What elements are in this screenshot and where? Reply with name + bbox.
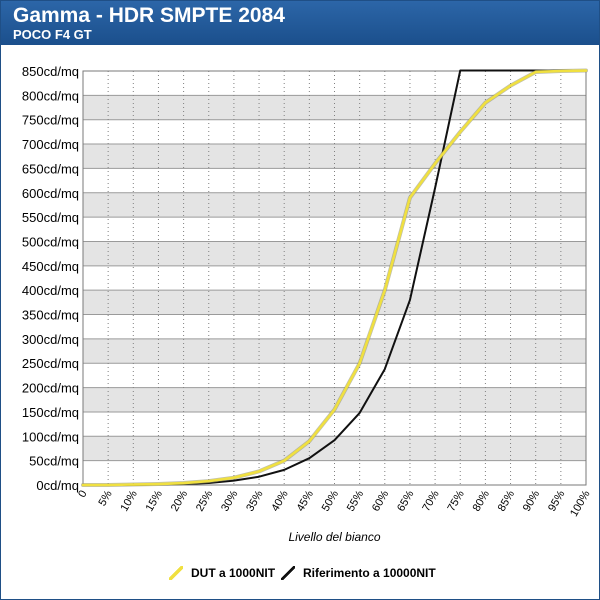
x-tick-label: 40% [269, 488, 291, 513]
legend-label-dut: DUT a 1000NIT [191, 566, 276, 580]
x-tick-label: 35% [244, 488, 266, 513]
x-tick-label: 15% [144, 488, 166, 513]
grid-band [83, 144, 586, 169]
grid-band [83, 168, 586, 193]
x-tick-label: 55% [345, 488, 367, 513]
grid-band [83, 314, 586, 339]
x-axis-label: Livello del bianco [288, 530, 380, 544]
x-tick-label: 95% [546, 488, 568, 513]
plot-area-border [82, 70, 587, 486]
y-tick-label: 400cd/mq [22, 283, 79, 298]
legend-label-reference: Riferimento a 10000NIT [303, 566, 436, 580]
y-tick-label: 700cd/mq [22, 137, 79, 152]
grid-band [83, 217, 586, 242]
grid-band [83, 192, 586, 218]
chart-subtitle: POCO F4 GT [13, 27, 92, 42]
x-tick-label: 45% [295, 488, 317, 513]
grid-band [83, 460, 586, 485]
grid-band [83, 241, 586, 266]
x-tick-label: 50% [320, 488, 342, 513]
line-chart: 0cd/mq 50cd/mq 100cd/mq 150cd/mq 200cd/mq 250… [22, 64, 593, 544]
chart-legend: DUT a 1000NIT Riferimento a 10000NIT [1, 561, 599, 585]
y-tick-label: 500cd/mq [22, 234, 79, 249]
legend-swatch-dut [169, 566, 183, 580]
y-tick-label: 200cd/mq [22, 381, 79, 396]
x-tick-label: 70% [420, 488, 442, 513]
y-tick-label: 550cd/mq [22, 210, 79, 225]
y-tick-label: 150cd/mq [22, 405, 79, 420]
chart-header: Gamma - HDR SMPTE 2084 POCO F4 GT [1, 1, 599, 45]
x-tick-label: 90% [521, 488, 543, 513]
legend-item-dut: DUT a 1000NIT [169, 561, 275, 585]
x-tick-label: 10% [118, 488, 140, 513]
x-tick-label: 25% [194, 488, 216, 513]
y-tick-label: 650cd/mq [22, 161, 79, 176]
x-tick-label: 30% [219, 488, 241, 513]
chart-title: Gamma - HDR SMPTE 2084 [13, 4, 285, 27]
y-tick-label: 300cd/mq [22, 332, 79, 347]
grid-band [83, 265, 586, 291]
x-tick-label: 85% [496, 488, 518, 513]
x-tick-label: 20% [169, 488, 191, 513]
grid-band [83, 290, 586, 315]
x-tick-label: 65% [395, 488, 417, 513]
x-tick-label: 100% [568, 488, 593, 519]
x-tick-label: 80% [471, 488, 493, 513]
y-tick-label: 350cd/mq [22, 308, 79, 323]
y-tick-label: 750cd/mq [22, 113, 79, 128]
x-tick-label: 75% [445, 488, 467, 513]
y-tick-label: 50cd/mq [29, 454, 79, 469]
legend-item-reference: Riferimento a 10000NIT [281, 561, 436, 585]
y-tick-label: 100cd/mq [22, 429, 79, 444]
y-tick-label: 850cd/mq [22, 64, 79, 79]
y-tick-label: 800cd/mq [22, 88, 79, 103]
y-tick-label: 0cd/mq [36, 478, 79, 493]
y-tick-label: 250cd/mq [22, 356, 79, 371]
legend-swatch-reference [281, 566, 295, 580]
series-line-dut [81, 69, 588, 487]
y-tick-label: 600cd/mq [22, 186, 79, 201]
x-tick-label: 0 [76, 489, 89, 500]
x-tick-label: 60% [370, 488, 392, 513]
y-tick-label: 450cd/mq [22, 259, 79, 274]
x-tick-label: 5% [96, 488, 114, 508]
